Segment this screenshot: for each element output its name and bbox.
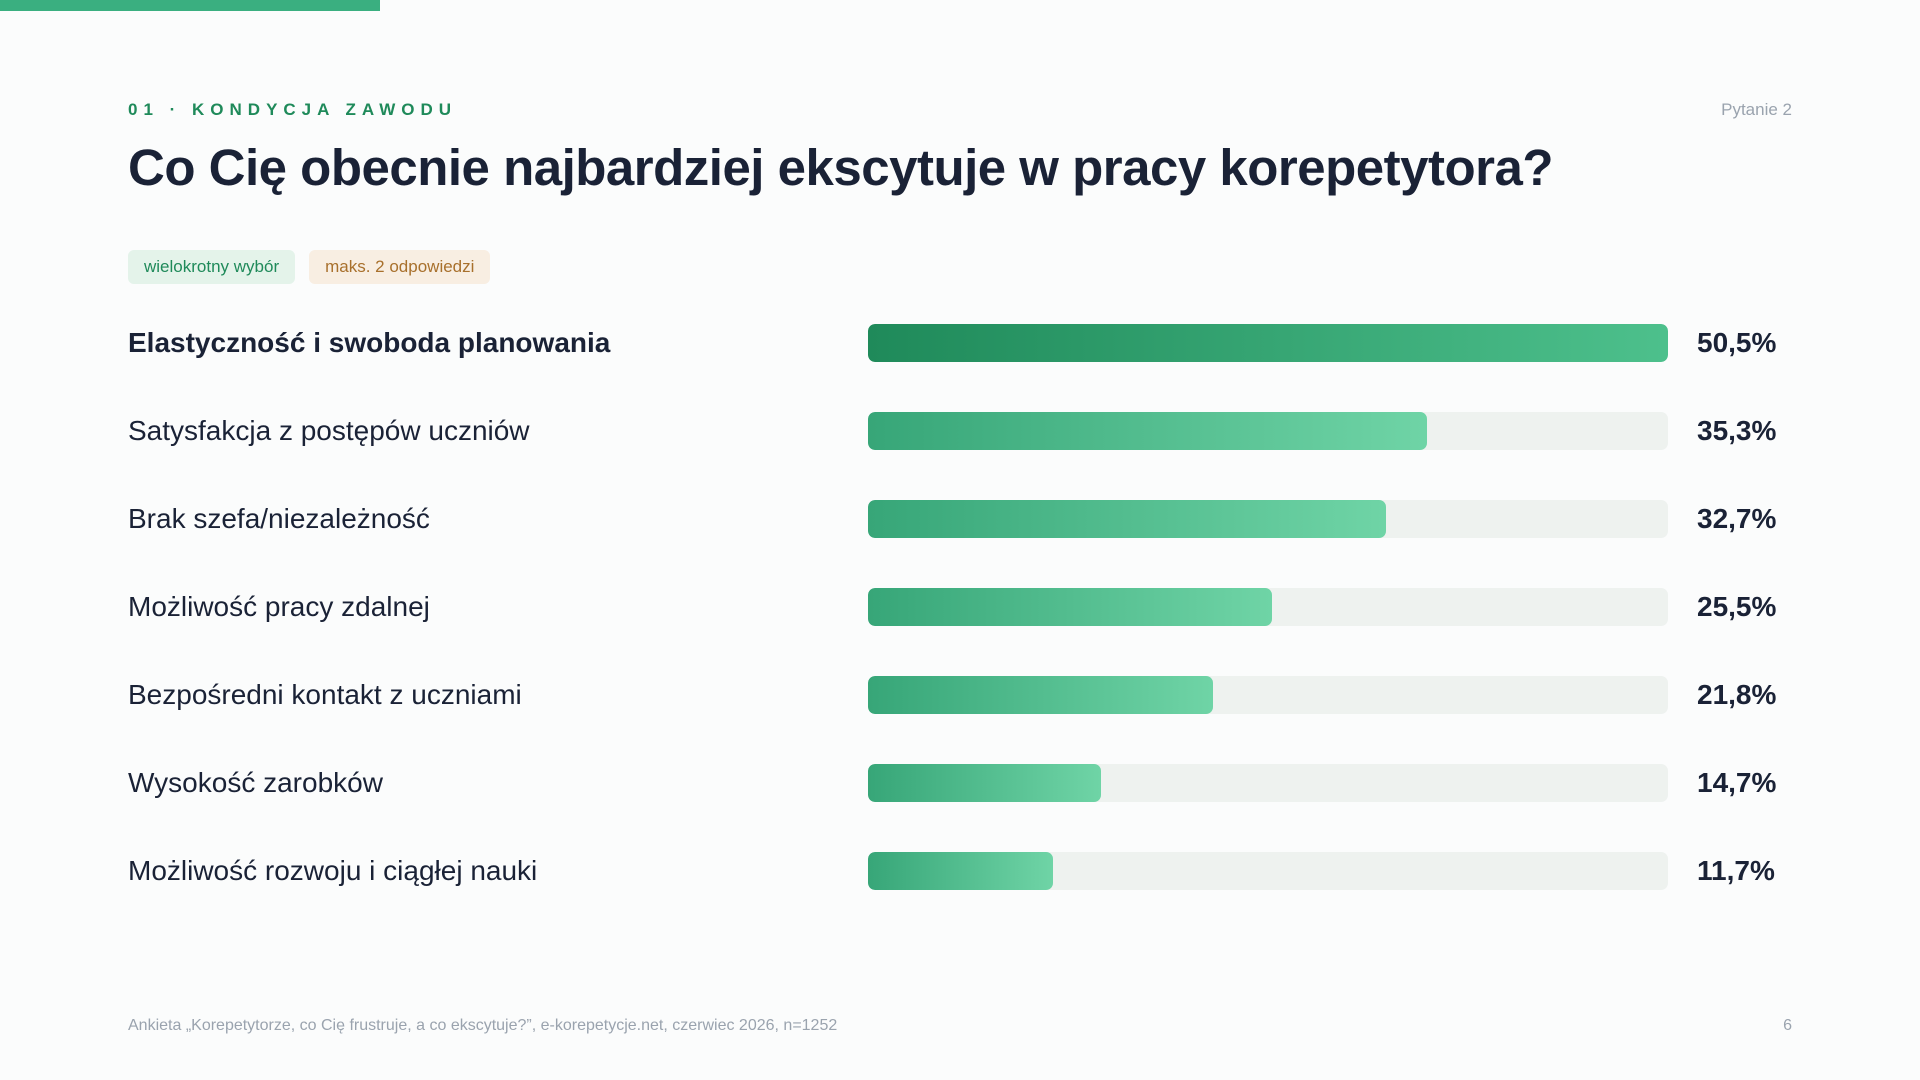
bar-fill bbox=[868, 588, 1272, 626]
bar-track bbox=[868, 588, 1668, 626]
page-title: Co Cię obecnie najbardziej ekscytuje w p… bbox=[128, 139, 1554, 196]
bar-label: Wysokość zarobków bbox=[128, 767, 383, 798]
bar-value-label: 14,7% bbox=[1697, 767, 1777, 798]
bar-value-label: 11,7% bbox=[1697, 855, 1775, 886]
bar-label: Możliwość rozwoju i ciągłej nauki bbox=[128, 855, 538, 886]
bar-chart: Elastyczność i swoboda planowania 50,5% Sa… bbox=[128, 307, 1792, 923]
bar-value-label: 25,5% bbox=[1697, 591, 1777, 622]
source-note: Ankieta „Korepetytorze, co Cię frustruje… bbox=[128, 1017, 838, 1034]
multiple-choice-tag: wielokrotny wybór bbox=[128, 250, 296, 284]
bar-label: Satysfakcja z postępów uczniów bbox=[128, 415, 530, 446]
bar-track bbox=[868, 412, 1668, 450]
page-number: 6 bbox=[1783, 1017, 1792, 1034]
bar-fill bbox=[868, 412, 1428, 450]
bar-label: Brak szefa/niezależność bbox=[128, 503, 430, 534]
bar-row: Możliwość rozwoju i ciągłej nauki 11,7% bbox=[128, 835, 1792, 923]
bar-value-label: 50,5% bbox=[1697, 327, 1777, 358]
bar-track bbox=[868, 500, 1668, 538]
bar-fill bbox=[868, 324, 1668, 362]
bar-row: Bezpośredni kontakt z uczniami 21,8% bbox=[128, 659, 1792, 747]
section-kicker: 01 · KONDYCJA ZAWODU bbox=[128, 100, 458, 119]
bar-row: Możliwość pracy zdalnej 25,5% bbox=[128, 571, 1792, 659]
bar-fill bbox=[868, 676, 1214, 714]
bar-track bbox=[868, 852, 1668, 890]
question-number: Pytanie 2 bbox=[1721, 100, 1792, 119]
bar-label: Elastyczność i swoboda planowania bbox=[128, 327, 611, 358]
bar-track bbox=[868, 676, 1668, 714]
bar-label: Możliwość pracy zdalnej bbox=[128, 591, 430, 622]
bar-fill bbox=[868, 852, 1054, 890]
bar-row: Satysfakcja z postępów uczniów 35,3% bbox=[128, 395, 1792, 483]
accent-bar bbox=[0, 0, 380, 11]
bar-value-label: 35,3% bbox=[1697, 415, 1777, 446]
bar-value-label: 21,8% bbox=[1697, 679, 1777, 710]
bar-track bbox=[868, 324, 1668, 362]
bar-row: Brak szefa/niezależność 32,7% bbox=[128, 483, 1792, 571]
bar-fill bbox=[868, 764, 1101, 802]
max-answers-tag: maks. 2 odpowiedzi bbox=[309, 250, 491, 284]
bar-fill bbox=[868, 500, 1387, 538]
bar-label: Bezpośredni kontakt z uczniami bbox=[128, 679, 522, 710]
bar-value-label: 32,7% bbox=[1697, 503, 1777, 534]
bar-row: Wysokość zarobków 14,7% bbox=[128, 747, 1792, 835]
tag-group: wielokrotny wybór maks. 2 odpowiedzi bbox=[128, 250, 491, 284]
bar-track bbox=[868, 764, 1668, 802]
bar-row: Elastyczność i swoboda planowania 50,5% bbox=[128, 307, 1792, 395]
